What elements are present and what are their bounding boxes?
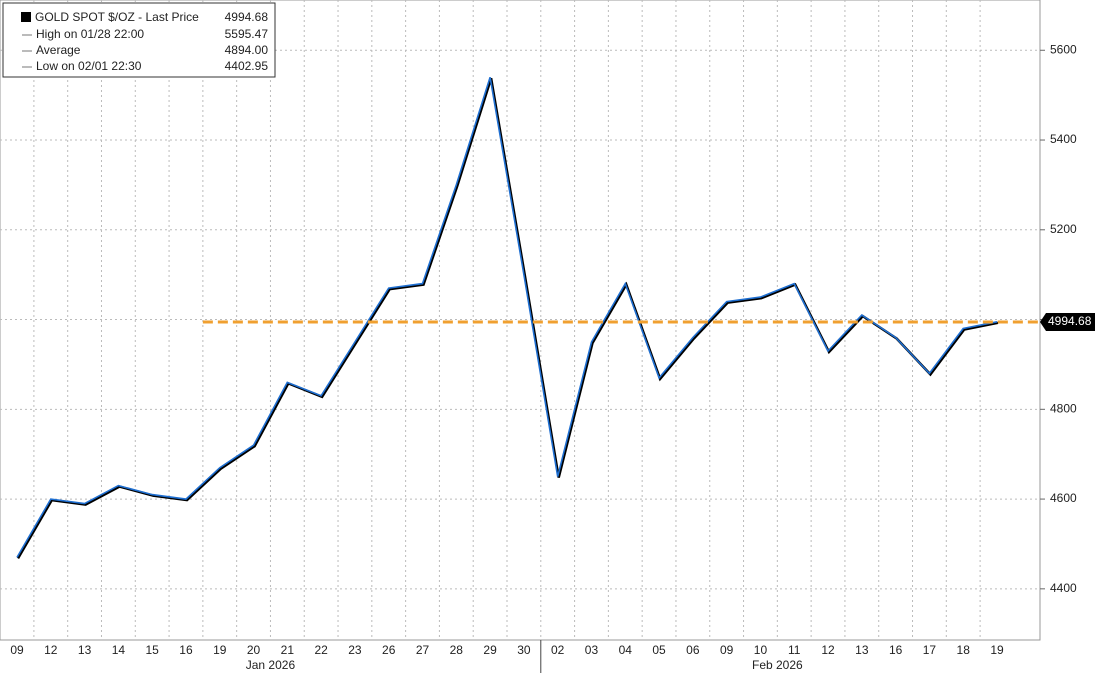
last-price-tag bbox=[1040, 312, 1095, 331]
x-tick-label: 10 bbox=[754, 643, 768, 657]
legend-item-label: Average bbox=[36, 43, 81, 57]
month-label: Jan 2026 bbox=[246, 658, 296, 672]
x-tick-label: 23 bbox=[348, 643, 362, 657]
y-tick-label: 4400 bbox=[1050, 581, 1077, 595]
y-tick-label: 4800 bbox=[1050, 401, 1077, 415]
x-tick-label: 09 bbox=[720, 643, 734, 657]
last-price-label: 4994.68 bbox=[1048, 314, 1092, 328]
x-tick-label: 13 bbox=[855, 643, 869, 657]
x-tick-label: 19 bbox=[990, 643, 1004, 657]
x-tick-label: 29 bbox=[483, 643, 497, 657]
series-line bbox=[16, 76, 998, 558]
x-tick-label: 12 bbox=[44, 643, 58, 657]
y-tick-label: 5400 bbox=[1050, 132, 1077, 146]
x-tick-label: 19 bbox=[213, 643, 227, 657]
month-label: Feb 2026 bbox=[752, 658, 803, 672]
legend-item-value: 4894.00 bbox=[225, 43, 269, 57]
x-tick-label: 20 bbox=[247, 643, 261, 657]
x-tick-label: 09 bbox=[10, 643, 24, 657]
legend-item-label: Low on 02/01 22:30 bbox=[36, 59, 142, 73]
legend-item-label: High on 01/28 22:00 bbox=[36, 27, 144, 41]
x-tick-label: 18 bbox=[957, 643, 971, 657]
y-tick-label: 4600 bbox=[1050, 491, 1077, 505]
legend-item-value: 4402.95 bbox=[225, 59, 269, 73]
legend-swatch bbox=[21, 12, 31, 22]
x-tick-label: 28 bbox=[450, 643, 464, 657]
legend-title: GOLD SPOT $/OZ - Last Price bbox=[35, 10, 199, 24]
x-tick-label: 13 bbox=[78, 643, 92, 657]
series-shadow bbox=[16, 77, 999, 560]
x-tick-label: 15 bbox=[145, 643, 159, 657]
x-tick-label: 05 bbox=[652, 643, 666, 657]
x-tick-label: 26 bbox=[382, 643, 396, 657]
legend-box bbox=[2, 2, 276, 78]
x-tick-label: 17 bbox=[923, 643, 937, 657]
y-tick-label: 5200 bbox=[1050, 222, 1077, 236]
legend-value: 4994.68 bbox=[225, 10, 269, 24]
x-tick-label: 27 bbox=[416, 643, 430, 657]
x-tick-label: 04 bbox=[619, 643, 633, 657]
x-tick-label: 03 bbox=[585, 643, 599, 657]
y-tick-label: 5600 bbox=[1050, 42, 1077, 56]
x-tick-label: 11 bbox=[788, 643, 801, 657]
x-tick-label: 22 bbox=[314, 643, 328, 657]
x-tick-label: 21 bbox=[281, 643, 295, 657]
x-tick-label: 16 bbox=[889, 643, 903, 657]
x-tick-label: 14 bbox=[112, 643, 126, 657]
x-tick-label: 16 bbox=[179, 643, 193, 657]
legend-item-value: 5595.47 bbox=[225, 27, 269, 41]
x-tick-label: 30 bbox=[517, 643, 531, 657]
x-tick-label: 06 bbox=[686, 643, 700, 657]
x-tick-label: 12 bbox=[821, 643, 835, 657]
x-tick-label: 02 bbox=[551, 643, 565, 657]
